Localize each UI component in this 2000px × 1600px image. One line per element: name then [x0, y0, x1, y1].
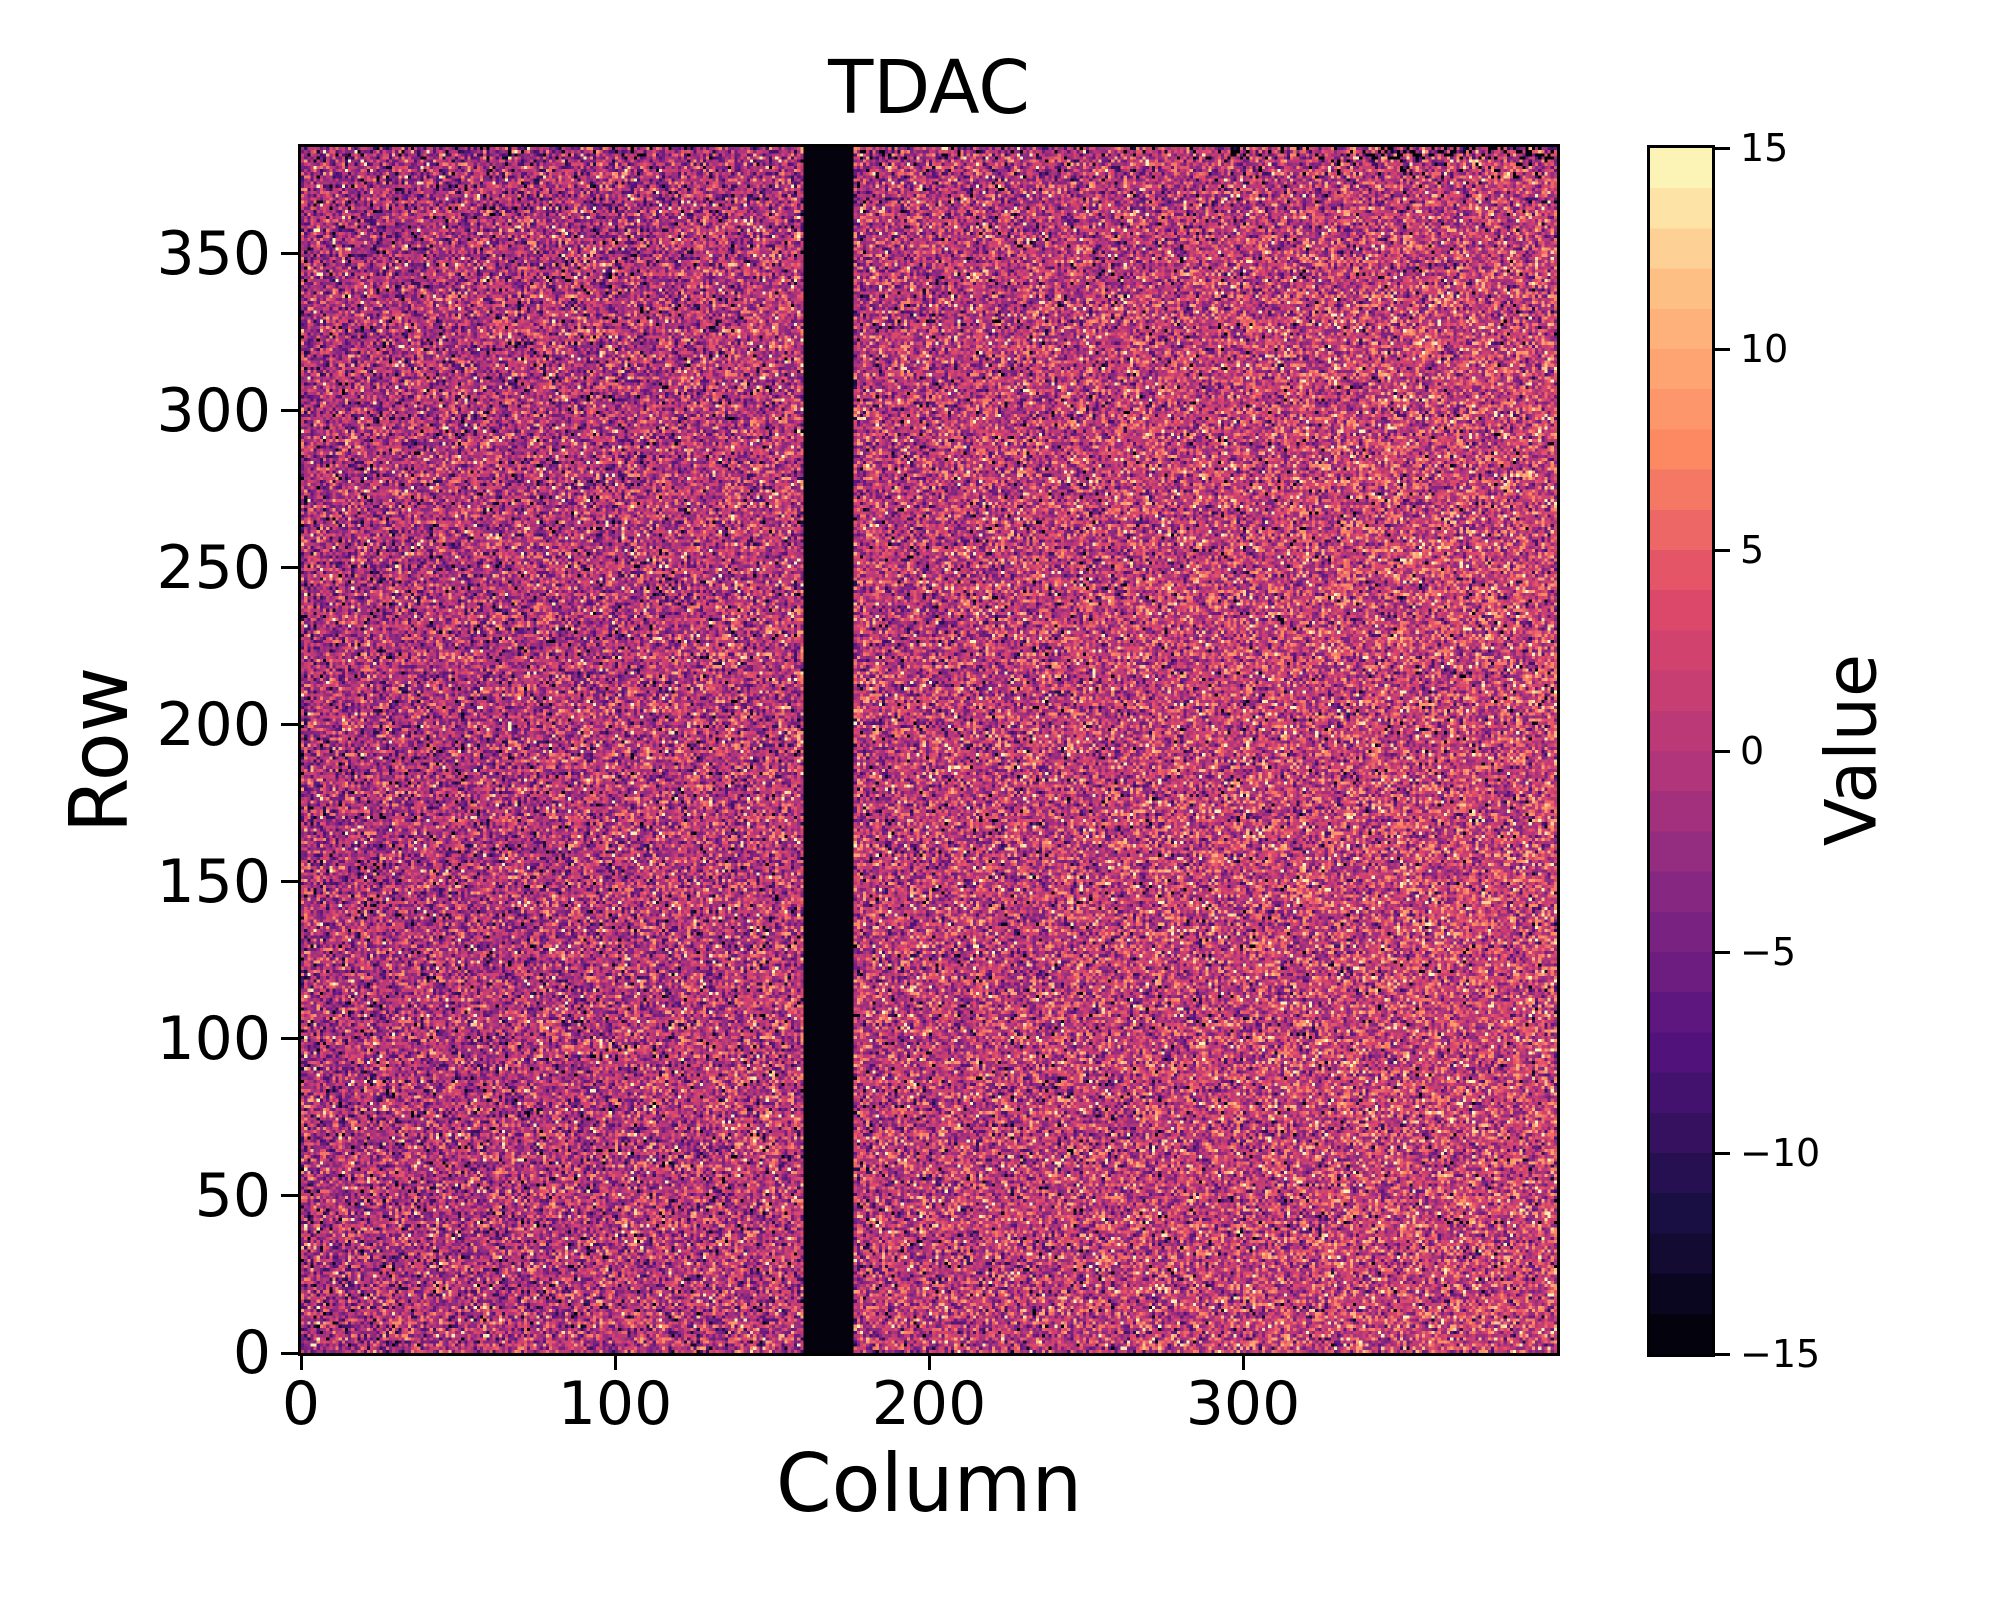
x-tick-mark	[1241, 1353, 1245, 1370]
colorbar-tick-mark	[1715, 749, 1730, 753]
colorbar-tick-mark	[1715, 950, 1730, 954]
y-tick-mark	[281, 566, 298, 570]
y-tick-label: 250	[156, 532, 271, 603]
colorbar-tick-mark	[1715, 1352, 1730, 1356]
y-axis-label: Row	[53, 666, 146, 834]
x-tick-label: 100	[557, 1369, 673, 1439]
colorbar-tick-mark	[1715, 1151, 1730, 1155]
y-tick-label: 50	[194, 1160, 271, 1231]
x-axis-label: Column	[775, 1437, 1083, 1530]
colorbar-tick-label: 0	[1740, 729, 1765, 773]
x-tick-label: 0	[281, 1369, 321, 1439]
y-tick-mark	[281, 1194, 298, 1198]
colorbar-tick-mark	[1715, 347, 1730, 351]
colorbar-tick-label: 10	[1740, 327, 1789, 371]
x-tick-mark	[299, 1353, 303, 1370]
colorbar-tick-mark	[1715, 146, 1730, 150]
colorbar-tick-label: 15	[1740, 126, 1789, 170]
y-tick-mark	[281, 723, 298, 727]
y-tick-label: 0	[232, 1318, 271, 1388]
y-tick-mark	[281, 409, 298, 413]
y-tick-label: 100	[156, 1003, 271, 1074]
y-tick-label: 350	[156, 218, 271, 289]
chart-title: TDAC	[828, 45, 1030, 131]
x-tick-label: 200	[871, 1369, 987, 1439]
y-tick-label: 200	[156, 689, 271, 760]
y-tick-mark	[281, 252, 298, 256]
colorbar-tick-label: 5	[1740, 528, 1765, 572]
y-tick-mark	[281, 1037, 298, 1041]
colorbar-tick-label: −5	[1740, 930, 1797, 974]
heatmap-canvas	[301, 147, 1557, 1353]
colorbar	[1647, 145, 1715, 1357]
colorbar-canvas	[1650, 148, 1712, 1354]
colorbar-tick-mark	[1715, 548, 1730, 552]
x-tick-mark	[613, 1353, 617, 1370]
y-tick-label: 150	[156, 846, 271, 917]
colorbar-tick-label: −15	[1740, 1332, 1821, 1376]
colorbar-tick-label: −10	[1740, 1131, 1821, 1175]
x-tick-label: 300	[1185, 1369, 1301, 1439]
y-tick-label: 300	[156, 375, 271, 446]
y-tick-mark	[281, 880, 298, 884]
y-tick-mark	[281, 1351, 298, 1355]
colorbar-label: Value	[1810, 653, 1893, 847]
x-tick-mark	[927, 1353, 931, 1370]
heatmap-plot-area	[298, 144, 1560, 1356]
